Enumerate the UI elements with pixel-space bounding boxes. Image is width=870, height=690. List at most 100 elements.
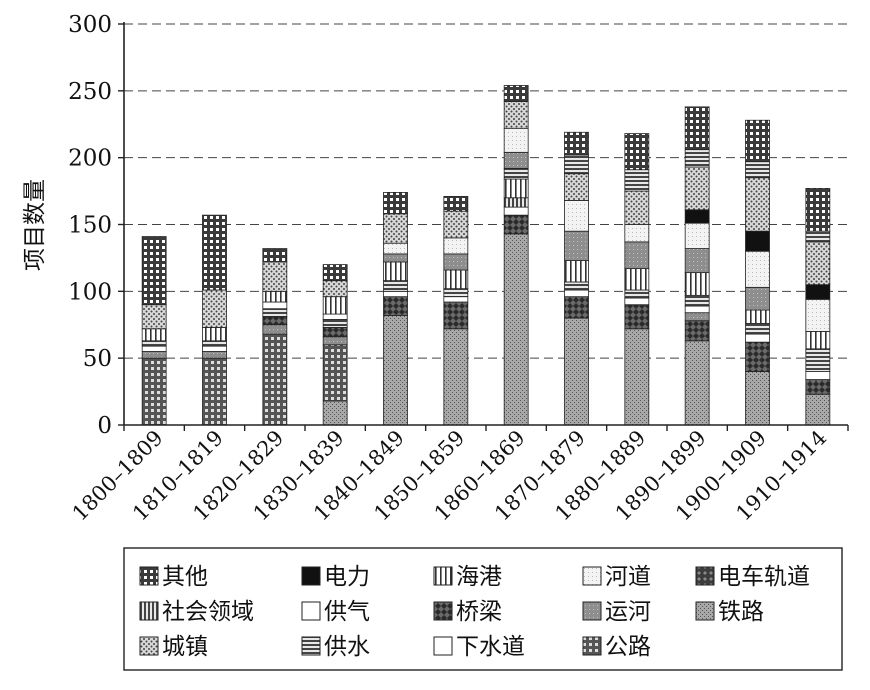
bar-segment-其他 [745,119,770,163]
bar-1910–1914 [805,188,831,426]
legend-swatch [695,566,715,586]
bar-segment-桥梁 [564,296,589,319]
bar-segment-其他 [322,264,348,282]
bar-segment-海港 [745,309,770,324]
legend-label: 供水 [324,634,370,660]
bar-segment-桥梁 [262,316,288,326]
bar-segment-桥梁 [624,304,650,330]
bar-segment-公路 [322,344,348,402]
legend-item-城镇: 城镇 [139,634,208,660]
bar-segment-下水道 [202,345,227,352]
bar-segment-河道 [503,127,529,153]
bar-segment-河道 [624,224,650,243]
bar-segment-其他 [262,248,288,263]
bar-segment-桥梁 [383,296,408,316]
bar-segment-城镇 [443,210,469,239]
bar-segment-铁路 [564,317,589,426]
bar-segment-供水 [262,308,288,318]
legend-item-其他: 其他 [139,564,208,590]
bar-segment-其他 [202,214,227,291]
bar-segment-电力 [805,284,831,300]
y-tick-label: 200 [68,146,112,172]
bar-segment-城镇 [503,101,529,129]
bar-segment-供水 [805,348,831,372]
bar-segment-城镇 [745,177,770,232]
y-tick-label: 50 [83,346,112,372]
legend-label: 河道 [605,564,651,590]
bar-segment-其他 [684,106,710,151]
bar-1880–1889 [624,133,650,426]
bar-segment-桥梁 [322,327,348,338]
y-tick-label: 300 [68,12,112,38]
bar-segment-运河 [684,312,710,322]
bar-1870–1879 [564,131,589,426]
y-tick-label: 100 [68,279,112,305]
bars [141,85,831,426]
bar-segment-铁路 [322,400,348,426]
legend-label: 公路 [605,634,651,660]
legend-frame [123,547,843,671]
bar-segment-供水 [443,288,469,298]
bar-segment-运河 [141,351,167,359]
bar-segment-供水 [745,323,770,335]
legend-item-公路: 公路 [582,634,651,660]
legend-swatch [433,566,453,586]
bar-segment-供水 [624,289,650,299]
bar-segment-下水道 [684,305,710,314]
legend-swatch [139,636,159,656]
bar-segment-河道 [684,222,710,249]
bar-segment-铁路 [443,328,469,426]
bar-segment-运河 [383,253,408,263]
legend-swatch [695,601,715,621]
bar-segment-海港 [262,290,288,303]
bar-segment-城镇 [141,304,167,330]
legend-label: 城镇 [162,634,208,660]
legend-label: 桥梁 [456,599,502,625]
bar-segment-铁路 [383,314,408,426]
legend-item-铁路: 铁路 [695,599,764,625]
bar-segment-供水 [684,149,710,168]
bar-segment-城镇 [564,173,589,201]
bar-segment-下水道 [624,297,650,306]
bar-1840–1849 [383,192,408,426]
bar-segment-海港 [322,296,348,315]
bar-segment-海港 [503,178,529,199]
legend-label: 运河 [605,599,651,625]
bar-segment-下水道 [443,296,469,303]
bar-segment-公路 [141,357,167,426]
bar-segment-运河 [564,230,589,261]
legend-label: 下水道 [456,634,525,660]
bar-segment-城镇 [202,289,227,328]
bar-segment-其他 [503,85,529,102]
bar-segment-下水道 [141,345,167,352]
bar-segment-下水道 [503,206,529,216]
legend-swatch [582,636,602,656]
legend-label: 社会领域 [162,599,254,625]
bar-segment-供水 [564,281,589,291]
legend-swatch [582,566,602,586]
bar-segment-供水 [202,340,227,347]
legend-label: 电力 [324,564,370,590]
legend-item-运河: 运河 [582,599,651,625]
bar-segment-海港 [624,268,650,291]
bar-segment-电力 [684,209,710,224]
bar-1820–1829 [262,248,288,426]
axes [118,22,849,431]
bar-1850–1859 [443,196,469,426]
bar-segment-社会领域 [503,197,529,208]
bar-segment-海港 [202,327,227,342]
bar-segment-供水 [322,319,348,328]
bar-segment-供水 [503,167,529,180]
legend-swatch [301,566,321,586]
bar-segment-其他 [564,131,589,156]
legend-label: 供气 [324,599,370,625]
bar-segment-供水 [141,340,167,347]
legend-item-海港: 海港 [433,564,502,590]
bar-segment-运河 [684,248,710,274]
legend-swatch [301,601,321,621]
bar-segment-运河 [262,324,288,335]
bar-segment-下水道 [805,371,831,380]
bar-segment-运河 [503,151,529,169]
legend-item-电力: 电力 [301,564,370,590]
